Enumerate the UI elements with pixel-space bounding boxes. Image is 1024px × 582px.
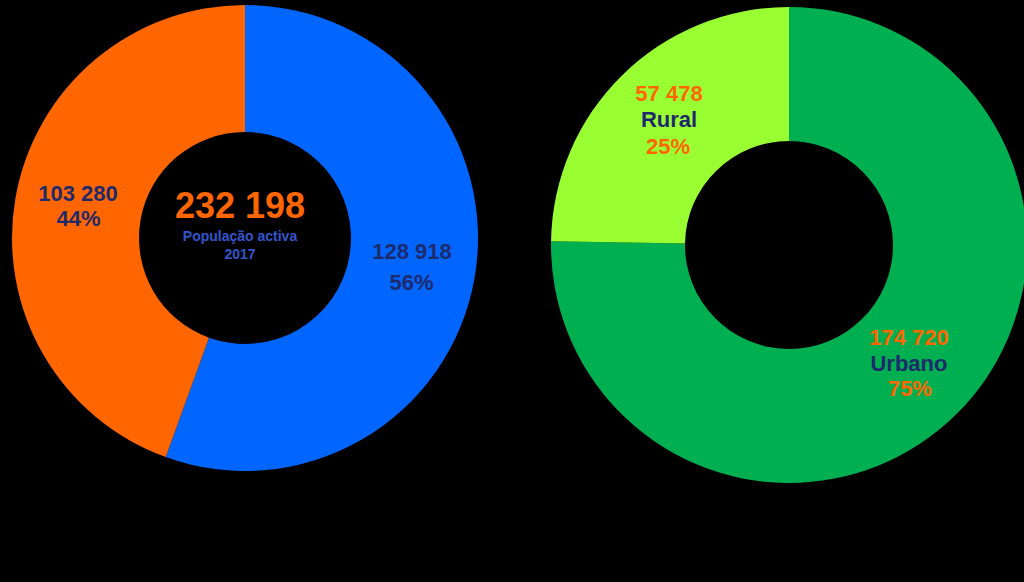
svg-text:Urbano: Urbano — [870, 351, 947, 376]
svg-text:56%: 56% — [389, 270, 433, 295]
html-text:População activa: População activa — [182, 228, 298, 244]
svg-text:57 478: 57 478 — [635, 81, 702, 106]
html-text:2017: 2017 — [224, 246, 256, 262]
html-text:232 198: 232 198 — [174, 185, 306, 226]
svg-text:Rural: Rural — [641, 107, 697, 132]
svg-text:174 720: 174 720 — [869, 325, 949, 350]
svg-text:44%: 44% — [56, 206, 100, 231]
svg-text:25%: 25% — [646, 134, 690, 159]
svg-text:128 918: 128 918 — [372, 239, 452, 264]
svg-text:103 280: 103 280 — [38, 181, 118, 206]
svg-text:75%: 75% — [888, 376, 932, 401]
